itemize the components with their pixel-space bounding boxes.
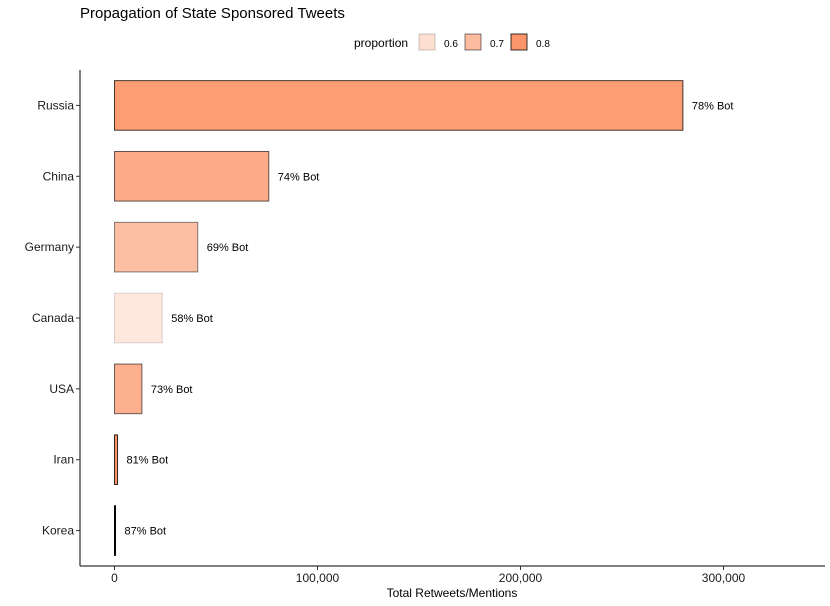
bar-korea	[114, 505, 117, 556]
bars	[114, 80, 684, 556]
x-axis: 0 100,000 200,000 300,000	[80, 565, 825, 585]
legend-title: proportion	[354, 36, 408, 50]
y-tick-label: Korea	[42, 524, 74, 538]
y-tick-label: Russia	[37, 98, 74, 112]
bar-canada	[114, 292, 163, 344]
data-label: 78% Bot	[692, 100, 734, 112]
legend-swatch	[510, 33, 528, 51]
y-tick-label: USA	[49, 382, 74, 396]
data-label: 73% Bot	[151, 384, 193, 396]
data-label: 81% Bot	[127, 455, 169, 467]
y-tick-label: Canada	[32, 311, 74, 325]
bar-germany	[114, 221, 199, 273]
x-axis-title: Total Retweets/Mentions	[387, 586, 518, 600]
y-tick-label: China	[43, 169, 75, 183]
chart-title: Propagation of State Sponsored Tweets	[80, 5, 345, 22]
data-label: 69% Bot	[207, 242, 249, 254]
legend-label: 0.6	[444, 39, 458, 50]
legend-swatch	[418, 33, 436, 51]
data-label: 58% Bot	[171, 313, 213, 325]
data-labels: 78% Bot 74% Bot 69% Bot 58% Bot 73% Bot 81% B…	[125, 100, 734, 537]
bar-iran	[114, 434, 119, 486]
x-tick-label: 100,000	[296, 571, 340, 585]
x-tick-label: 300,000	[702, 571, 746, 585]
y-tick-label: Germany	[25, 240, 74, 254]
x-tick-label: 200,000	[499, 571, 543, 585]
y-tick-label: Iran	[53, 453, 74, 467]
legend-label: 0.7	[490, 39, 504, 50]
bar-russia	[114, 80, 684, 131]
bar-china	[114, 150, 270, 202]
legend: proportion 0.6 0.7 0.8	[354, 33, 550, 51]
bar-usa	[114, 363, 143, 415]
x-tick-label: 0	[111, 571, 118, 585]
data-label: 74% Bot	[278, 171, 320, 183]
legend-label: 0.8	[536, 39, 550, 50]
data-label: 87% Bot	[125, 526, 167, 538]
y-axis: Russia China Germany Canada USA Iran Korea	[25, 70, 81, 566]
legend-swatch	[464, 33, 482, 51]
